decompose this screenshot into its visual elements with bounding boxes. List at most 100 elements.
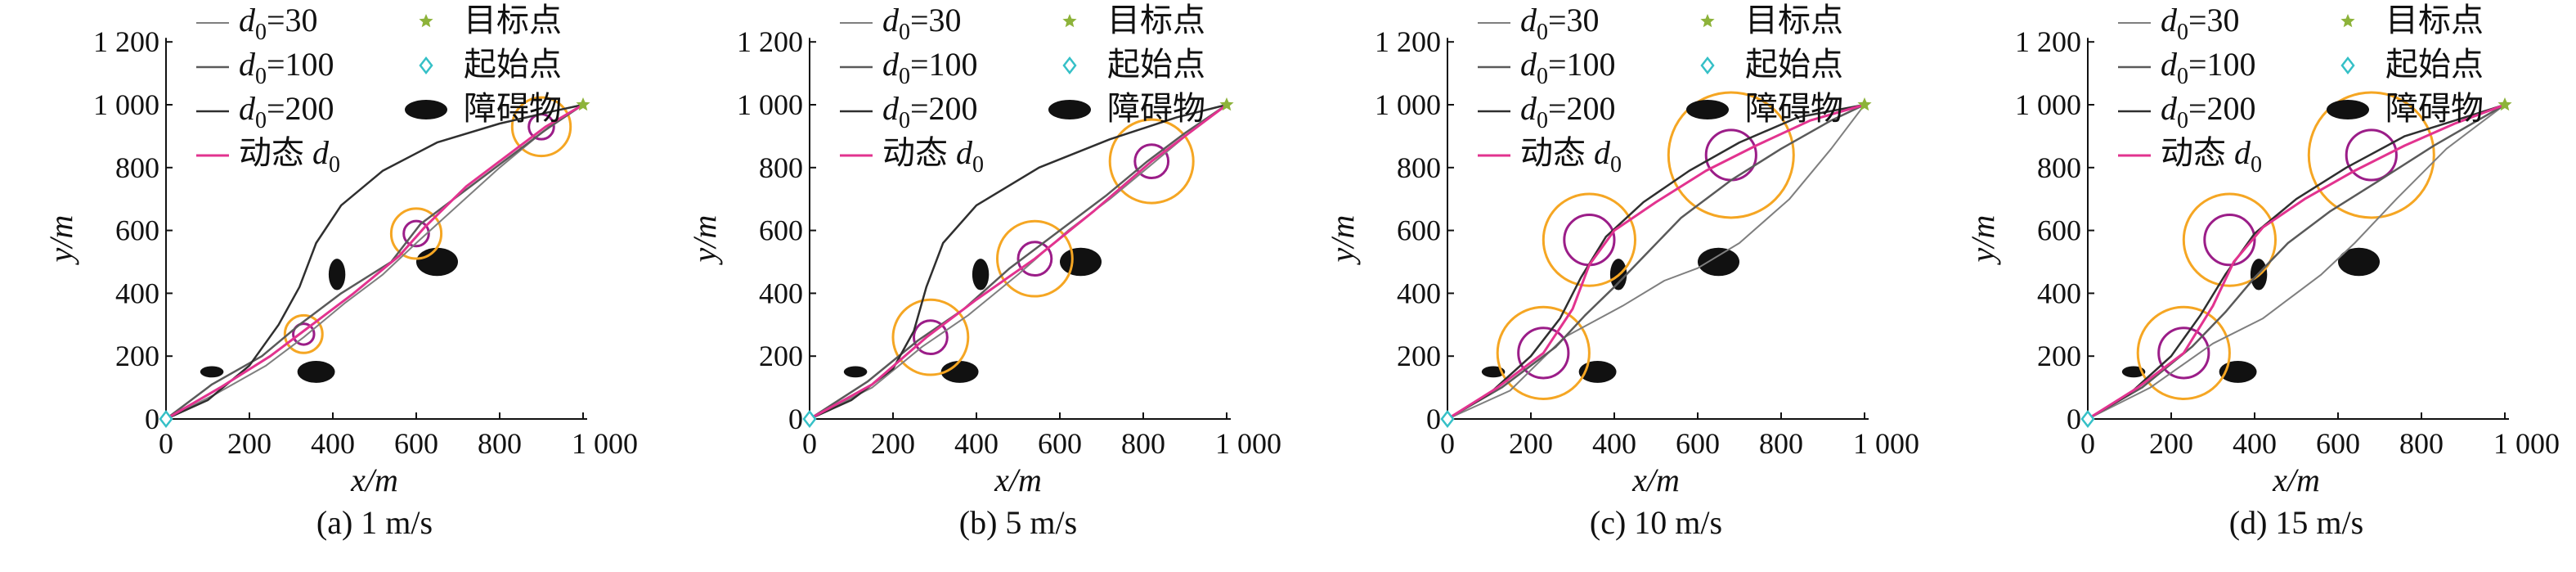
chart-panel-4: 0 200 400 600 800 1 000 0 200 400 600 800 1 000 1 20… [1964, 2, 2560, 541]
safety-circle-outer [510, 96, 572, 158]
obstacle [1698, 247, 1739, 277]
x-tick-label: 400 [311, 427, 355, 460]
x-tick-label: 200 [2149, 427, 2193, 460]
target-point [1857, 97, 1872, 111]
legend-label: d0=30 [239, 2, 318, 45]
x-axis-label: x/m [350, 462, 398, 498]
safety-circle-inner [1133, 143, 1170, 180]
y-tick-label: 1 000 [93, 88, 159, 121]
panel-caption: (d) 15 m/s [2229, 504, 2363, 541]
legend-label: 动态 d0 [882, 134, 984, 178]
start-point [159, 409, 173, 429]
safety-circle-outer [2182, 192, 2277, 287]
obstacle [843, 366, 868, 378]
legend-label: 目标点 [1107, 2, 1205, 38]
y-tick-label: 200 [759, 340, 803, 372]
start-point [802, 409, 817, 429]
x-tick-label: 1 000 [572, 427, 638, 460]
target-point [2497, 97, 2512, 111]
y-tick-label: 1 200 [93, 25, 159, 58]
legend-start-icon [1062, 56, 1077, 75]
legend-label: 障碍物 [464, 90, 562, 127]
series-line-4 [809, 103, 1227, 421]
safety-circle-inner [1016, 241, 1053, 277]
legend-label: d0=100 [239, 46, 334, 89]
x-axis-label: x/m [1631, 462, 1680, 498]
series-line-2 [809, 103, 1227, 421]
y-tick-label: 200 [1397, 340, 1441, 372]
safety-circle-outer [891, 298, 970, 376]
x-tick-label: 400 [2233, 427, 2277, 460]
chart-panel-1: 0 200 400 600 800 1 000 0 200 400 600 800 1 000 1 20… [43, 2, 638, 541]
series-line-4 [2087, 103, 2506, 421]
series-line-2 [1447, 103, 1865, 421]
x-tick-label: 1 000 [2493, 427, 2560, 460]
chart-panel-2: 0 200 400 600 800 1 000 0 200 400 600 800 1 000 1 20… [686, 2, 1281, 541]
y-tick-label: 400 [115, 277, 159, 309]
legend-label: 起始点 [464, 46, 562, 83]
obstacle [940, 360, 979, 383]
x-tick-label: 0 [159, 427, 173, 460]
x-tick-label: 600 [394, 427, 438, 460]
legend-label: d0=200 [2161, 90, 2256, 133]
series-line-1 [2087, 104, 2506, 420]
y-tick-label: 1 200 [2015, 25, 2081, 58]
x-axis-label: x/m [2272, 462, 2320, 498]
legend-label: d0=200 [239, 90, 334, 133]
safety-circle-inner [2157, 327, 2210, 380]
x-tick-label: 1 000 [1215, 427, 1281, 460]
y-tick-label: 800 [2037, 151, 2081, 184]
x-tick-label: 800 [478, 427, 522, 460]
legend-label: 起始点 [2385, 46, 2484, 83]
safety-circle-inner [2345, 128, 2398, 182]
legend-target-icon [1062, 14, 1077, 28]
legend-label: d0=100 [2161, 46, 2256, 89]
legend-label: 起始点 [1107, 46, 1205, 83]
y-tick-label: 600 [2037, 214, 2081, 247]
x-tick-label: 200 [227, 427, 272, 460]
y-tick-label: 0 [788, 403, 803, 435]
legend-label: 障碍物 [1745, 90, 1843, 127]
x-tick-label: 0 [802, 427, 817, 460]
legend-obstacle-icon [405, 100, 447, 119]
y-tick-label: 400 [1397, 277, 1441, 309]
obstacle [200, 366, 224, 378]
safety-circle-outer [1496, 305, 1591, 400]
y-tick-label: 800 [115, 151, 159, 184]
obstacle [297, 360, 335, 383]
legend-label: d0=30 [882, 2, 962, 45]
series-line-4 [165, 103, 584, 421]
x-tick-label: 200 [1509, 427, 1553, 460]
obstacle [328, 259, 346, 291]
target-point [576, 97, 590, 111]
series-line-3 [1447, 103, 1865, 421]
y-tick-label: 0 [145, 403, 159, 435]
x-tick-label: 600 [2316, 427, 2360, 460]
legend-start-icon [419, 56, 433, 75]
safety-circle-inner [2203, 214, 2256, 267]
legend-obstacle-icon [1686, 100, 1729, 119]
y-tick-label: 600 [1397, 214, 1441, 247]
safety-circle-outer [283, 313, 324, 354]
y-tick-label: 200 [115, 340, 159, 372]
x-tick-label: 600 [1676, 427, 1720, 460]
legend-label: d0=100 [1520, 46, 1616, 89]
x-tick-label: 200 [871, 427, 915, 460]
obstacle [2338, 247, 2380, 277]
legend-obstacle-icon [2327, 100, 2369, 119]
panel-caption: (a) 1 m/s [316, 504, 433, 541]
x-axis-label: x/m [994, 462, 1042, 498]
series-line-2 [2087, 103, 2506, 421]
legend-start-icon [1700, 56, 1715, 75]
legend-start-icon [2340, 56, 2355, 75]
y-tick-label: 600 [115, 214, 159, 247]
safety-circle-inner [1517, 327, 1570, 380]
legend-label: 目标点 [2385, 2, 2484, 38]
safety-circle-inner [913, 319, 949, 356]
legend-label: 起始点 [1745, 46, 1843, 83]
panel-caption: (b) 5 m/s [959, 504, 1077, 541]
y-tick-label: 1 200 [1375, 25, 1441, 58]
